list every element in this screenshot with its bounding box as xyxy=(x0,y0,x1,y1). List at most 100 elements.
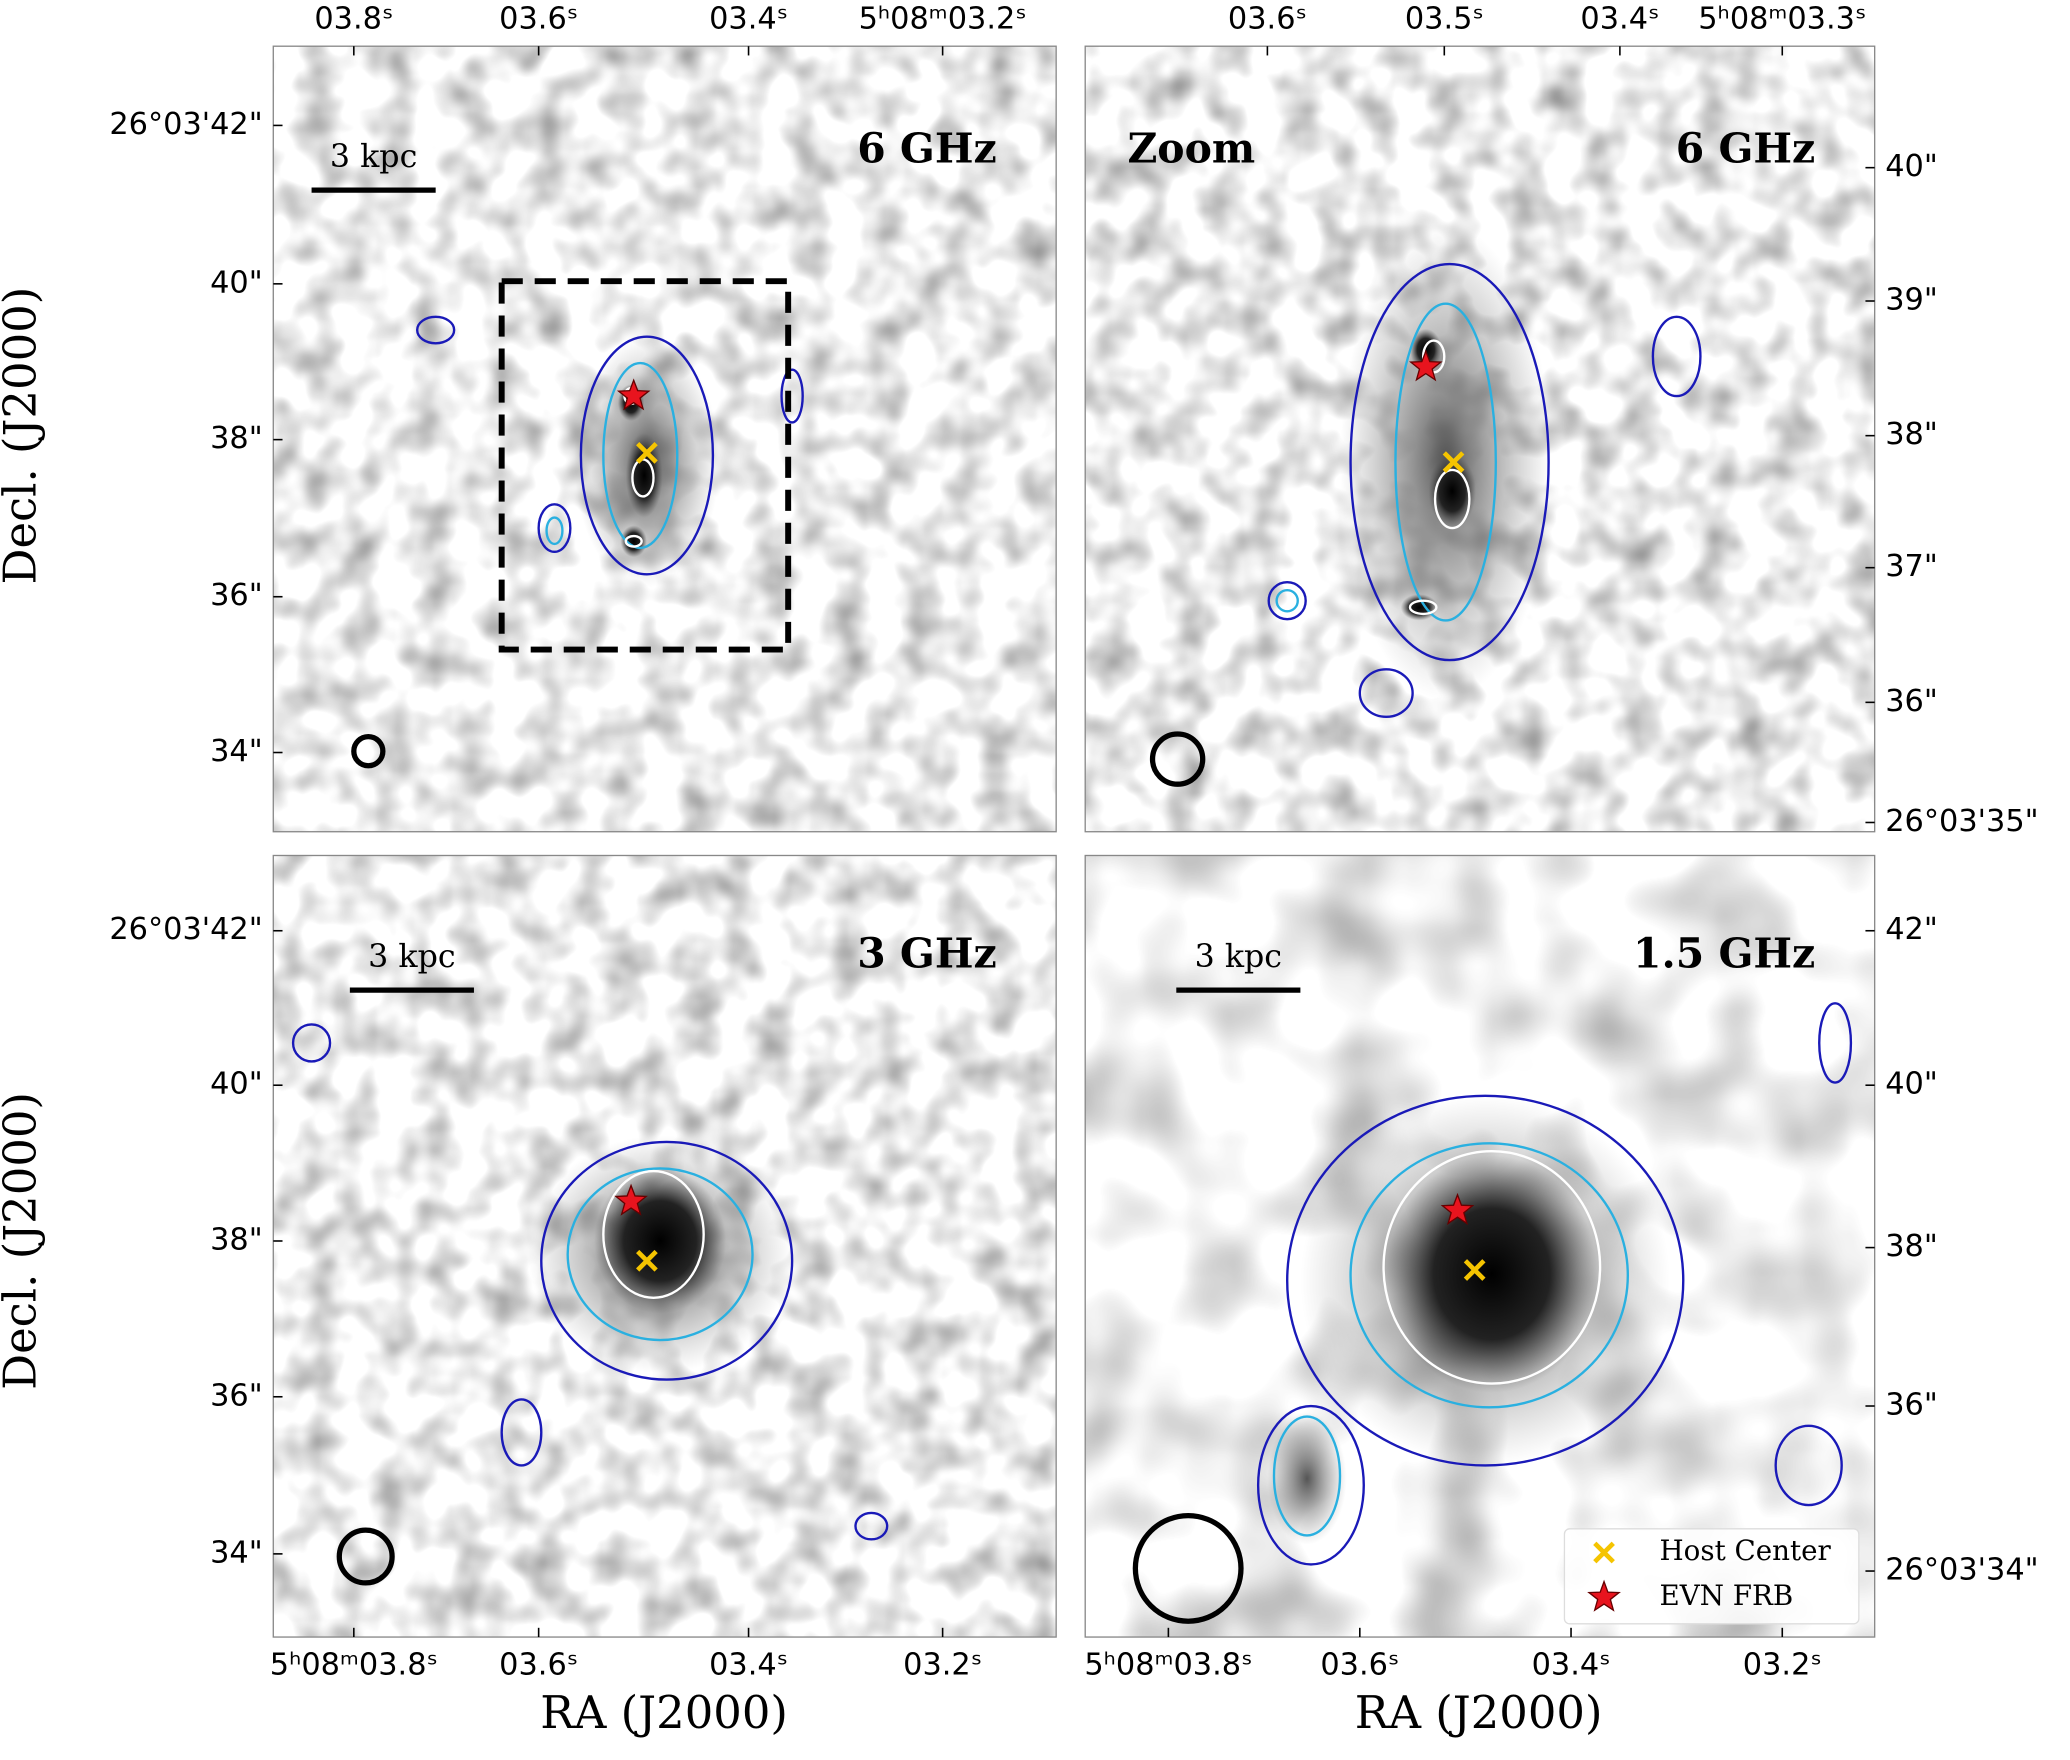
x-tick-label: 03.6ˢ xyxy=(499,1648,578,1683)
contour xyxy=(545,516,564,546)
legend-cross xyxy=(1593,1541,1615,1564)
emission-core xyxy=(620,525,647,558)
emission-core xyxy=(625,433,663,518)
y-tick-label: 39" xyxy=(1885,283,1938,318)
contour xyxy=(854,1511,889,1541)
contour xyxy=(602,361,679,550)
zoom-box xyxy=(498,278,792,653)
contour xyxy=(1272,1415,1342,1537)
y-tick-label: 40" xyxy=(210,265,263,300)
panel: 03.8ˢ 03.6ˢ 03.4ˢ 5ʰ08ᵐ03.2ˢ 26°03'42" 40" 38"… xyxy=(109,1,1057,833)
y-tick-label: 38" xyxy=(1885,1229,1938,1264)
y-tick-label: 36" xyxy=(1885,1388,1938,1423)
y-tick-label: 38" xyxy=(210,1222,263,1257)
y-tick-label: 38" xyxy=(1885,417,1938,452)
band-label: 6 GHz xyxy=(1676,124,1816,172)
frb-marker xyxy=(1440,1192,1475,1225)
host-center-marker xyxy=(1463,1259,1486,1281)
band-label: 6 GHz xyxy=(857,124,997,172)
x-axis-label: RA (J2000) xyxy=(540,1686,788,1739)
y-tick-label: 26°03'34" xyxy=(1885,1553,2038,1588)
y-tick-label: 36" xyxy=(210,578,263,613)
contour xyxy=(624,534,643,548)
y-tick-label: 26°03'35" xyxy=(1885,804,2038,839)
beam xyxy=(1149,731,1206,787)
frame xyxy=(1084,854,1876,1638)
x-tick-label: 03.2ˢ xyxy=(1743,1648,1822,1683)
contour xyxy=(415,315,456,345)
emission-core xyxy=(1428,454,1476,529)
y-tick-label: 26°03'42" xyxy=(109,107,262,142)
x-tick-label: 03.4ˢ xyxy=(1580,1,1659,36)
contour xyxy=(602,1169,705,1299)
y-tick-label: 40" xyxy=(1885,1067,1938,1102)
host-center-marker xyxy=(636,1249,658,1272)
y-axis-label: Decl. (J2000) xyxy=(0,287,46,585)
panel: 5ʰ08ᵐ03.8ˢ 03.6ˢ 03.4ˢ 03.2ˢ 26°03'42" 40" 38"… xyxy=(109,854,1057,1683)
y-tick-label: 42" xyxy=(1885,912,1938,947)
contour xyxy=(1408,599,1438,616)
x-tick-label: 03.6ˢ xyxy=(499,1,578,36)
frame xyxy=(272,854,1057,1638)
contour xyxy=(1394,302,1497,622)
x-tick-label: 03.6ˢ xyxy=(1228,1,1307,36)
radio-image xyxy=(273,855,1057,1638)
beam xyxy=(336,1527,395,1586)
host-center-marker xyxy=(636,441,658,464)
beam xyxy=(351,734,386,769)
y-tick-label: 34" xyxy=(210,734,263,769)
contour xyxy=(537,503,572,554)
contour xyxy=(1349,1142,1629,1409)
contour xyxy=(1651,315,1702,398)
scale-bar-label: 3 kpc xyxy=(1195,939,1282,975)
contour xyxy=(1349,262,1550,662)
y-tick-label: 40" xyxy=(210,1067,263,1102)
emission-core xyxy=(594,1168,727,1314)
contour xyxy=(1256,1404,1365,1566)
y-tick-label: 40" xyxy=(1885,149,1938,184)
host-center-marker xyxy=(1442,451,1465,473)
contour xyxy=(1382,1150,1602,1385)
frb-marker xyxy=(616,378,651,411)
legend-label: Host Center xyxy=(1659,1534,1831,1567)
x-axis-label: RA (J2000) xyxy=(1355,1686,1603,1739)
y-tick-label: 36" xyxy=(210,1378,263,1413)
x-tick-label: 03.4ˢ xyxy=(709,1648,788,1683)
radio-image xyxy=(1085,855,1875,1638)
figure-root: 03.8ˢ 03.6ˢ 03.4ˢ 5ʰ08ᵐ03.2ˢ 26°03'42" 40" 38"… xyxy=(0,1,2039,1738)
legend-star xyxy=(1587,1579,1621,1612)
frb-marker xyxy=(1408,349,1443,382)
legend: Host Center EVN FRB xyxy=(1563,1528,1860,1625)
emission-core xyxy=(1386,1155,1598,1393)
contour xyxy=(1286,1094,1685,1467)
contour xyxy=(1358,668,1414,719)
scale-bar-label: 3 kpc xyxy=(330,139,417,175)
x-tick-label: 03.6ˢ xyxy=(1320,1648,1399,1683)
y-tick-label: 38" xyxy=(210,421,263,456)
y-tick-label: 26°03'42" xyxy=(109,912,262,947)
x-tick-label: 5ʰ08ᵐ03.8ˢ xyxy=(1084,1648,1252,1683)
contour xyxy=(566,1167,754,1342)
band-label: 1.5 GHz xyxy=(1633,930,1815,978)
x-tick-label: 03.2ˢ xyxy=(903,1648,982,1683)
y-axis-label: Decl. (J2000) xyxy=(0,1092,46,1390)
contour xyxy=(500,1398,543,1467)
x-tick-label: 5ʰ08ᵐ03.2ˢ xyxy=(859,1,1027,36)
y-tick-label: 37" xyxy=(1885,549,1938,584)
y-tick-label: 36" xyxy=(1885,684,1938,719)
scale-bar-label: 3 kpc xyxy=(368,939,455,975)
band-label: 3 GHz xyxy=(857,930,997,978)
contour xyxy=(579,335,715,576)
panel-title: Zoom xyxy=(1127,124,1255,172)
x-tick-label: 5ʰ08ᵐ03.8ˢ xyxy=(270,1648,438,1683)
y-tick-label: 34" xyxy=(210,1535,263,1570)
legend-label: EVN FRB xyxy=(1659,1579,1793,1612)
radio-image xyxy=(273,46,1057,832)
radio-image xyxy=(1085,46,1875,832)
beam xyxy=(1132,1512,1244,1624)
x-tick-label: 03.4ˢ xyxy=(1532,1648,1611,1683)
contour xyxy=(1774,1424,1843,1507)
x-tick-label: 03.4ˢ xyxy=(709,1,788,36)
panel: 03.6ˢ 03.5ˢ 03.4ˢ 5ʰ08ᵐ03.3ˢ 40" 39" 38" 37" 36"… xyxy=(1084,1,2039,839)
contour xyxy=(780,368,804,424)
